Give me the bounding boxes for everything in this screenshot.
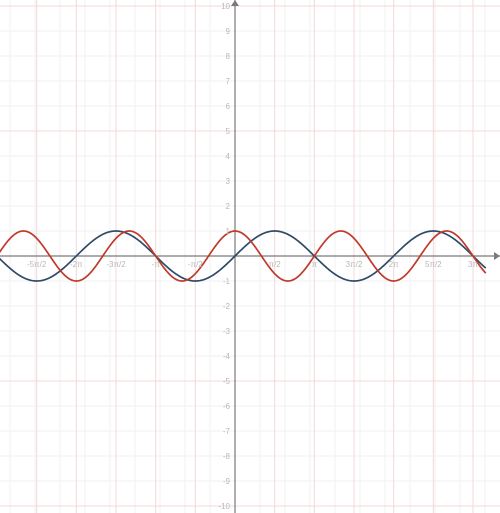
x-tick-label: -π/2 — [188, 260, 203, 269]
y-tick-label: -8 — [223, 452, 231, 461]
y-tick-label: 9 — [226, 27, 231, 36]
y-tick-label: 7 — [226, 77, 231, 86]
x-tick-label: 2π — [389, 260, 399, 269]
y-tick-label: -2 — [223, 302, 231, 311]
y-tick-label: 3 — [226, 177, 231, 186]
x-tick-label: -3π/2 — [106, 260, 126, 269]
y-tick-label: 10 — [221, 2, 230, 11]
y-tick-label: 6 — [226, 102, 231, 111]
y-tick-label: 2 — [226, 202, 231, 211]
y-tick-label: -5 — [223, 377, 231, 386]
y-tick-label: -1 — [223, 277, 231, 286]
y-tick-label: -3 — [223, 327, 231, 336]
x-tick-label: -π — [152, 260, 161, 269]
y-tick-label: -4 — [223, 352, 231, 361]
x-tick-label: 3π/2 — [346, 260, 363, 269]
x-tick-label: -5π/2 — [27, 260, 47, 269]
x-tick-label: -2π — [70, 260, 83, 269]
trig-plot: 10 9 8 7 6 5 4 3 2 1 -1 -2 -3 -4 -5 -6 -7 -8 -9 -10 -5π/2 -2… — [0, 0, 500, 513]
x-tick-label: π/2 — [269, 260, 282, 269]
y-tick-label: 5 — [226, 127, 231, 136]
y-tick-label: 1 — [226, 227, 231, 236]
y-tick-label: 8 — [226, 52, 231, 61]
x-tick-label: 5π/2 — [425, 260, 442, 269]
y-tick-label: -9 — [223, 477, 231, 486]
x-tick-label: 3π — [468, 260, 478, 269]
y-tick-label: 4 — [226, 152, 231, 161]
y-tick-label: -7 — [223, 427, 231, 436]
y-tick-label: -10 — [218, 502, 230, 511]
x-tick-label: π — [312, 260, 318, 269]
y-tick-label: -6 — [223, 402, 231, 411]
